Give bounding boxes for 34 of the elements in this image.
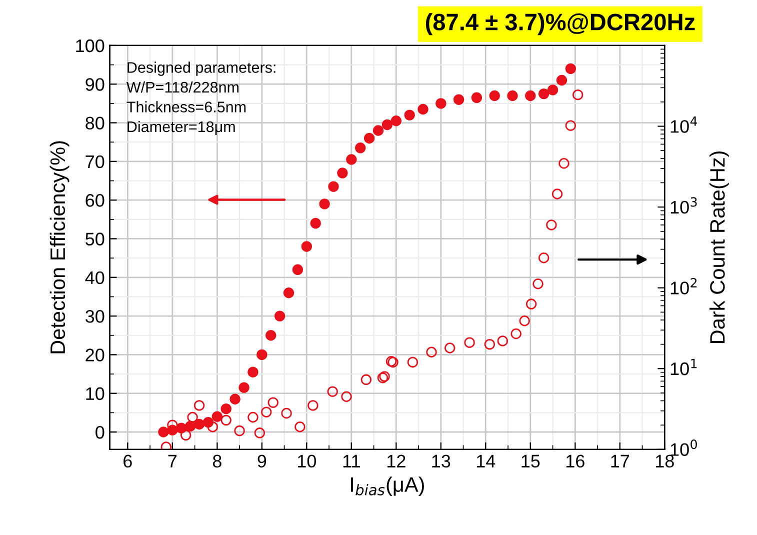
x-tick-label: 8 [212, 454, 222, 468]
x-tick-label: 10 [298, 454, 316, 468]
x-tick-label: 16 [566, 454, 584, 468]
y-tick-label: 90 [86, 78, 104, 91]
annotation: Designed parameters: W/P=118/228nm Thickness=6.5nm Diameter=18μm [126, 62, 276, 135]
x-axis-title: I$_{bias}$(μA) [351, 476, 424, 496]
y-tick-label: 0 [96, 426, 104, 439]
y2-tick-label: 10$^{3}$ [670, 197, 697, 214]
y2-tick-label: 10$^{4}$ [670, 116, 698, 133]
y2-tick-label: 10$^{2}$ [670, 278, 697, 294]
x-tick-label: 13 [432, 454, 450, 468]
x-tick-label: 6 [124, 454, 132, 468]
y2-axis-title: Dark Count Rate(Hz) [710, 151, 729, 343]
x-tick-label: 18 [656, 454, 674, 468]
y-axis-title: Detection Efficiency(%) [50, 141, 70, 354]
y-tick-label: 80 [86, 116, 104, 130]
x-tick-label: 9 [258, 454, 266, 468]
y-tick-label: 20 [86, 348, 104, 362]
y2-tick-label: 10$^{0}$ [670, 440, 697, 456]
x-tick-label: 7 [168, 454, 177, 468]
y-tick-label: 50 [86, 232, 104, 246]
x-tick-label: 17 [611, 454, 630, 468]
x-tick-label: 12 [387, 454, 406, 468]
y-tick-label: 60 [86, 194, 104, 207]
y-tick-label: 100 [76, 39, 104, 52]
x-tick-label: 15 [522, 454, 540, 468]
x-tick-label: 11 [343, 454, 360, 468]
text: (87.4 ± 3.7)%@DCR20Hz [426, 13, 695, 36]
y-tick-label: 10 [86, 387, 104, 400]
y2-tick-label: 10$^{1}$ [670, 358, 697, 376]
y-tick-label: 70 [86, 155, 104, 168]
y-tick-label: 40 [85, 271, 104, 284]
x-tick-label: 14 [476, 454, 496, 468]
y-tick-label: 30 [86, 310, 104, 323]
